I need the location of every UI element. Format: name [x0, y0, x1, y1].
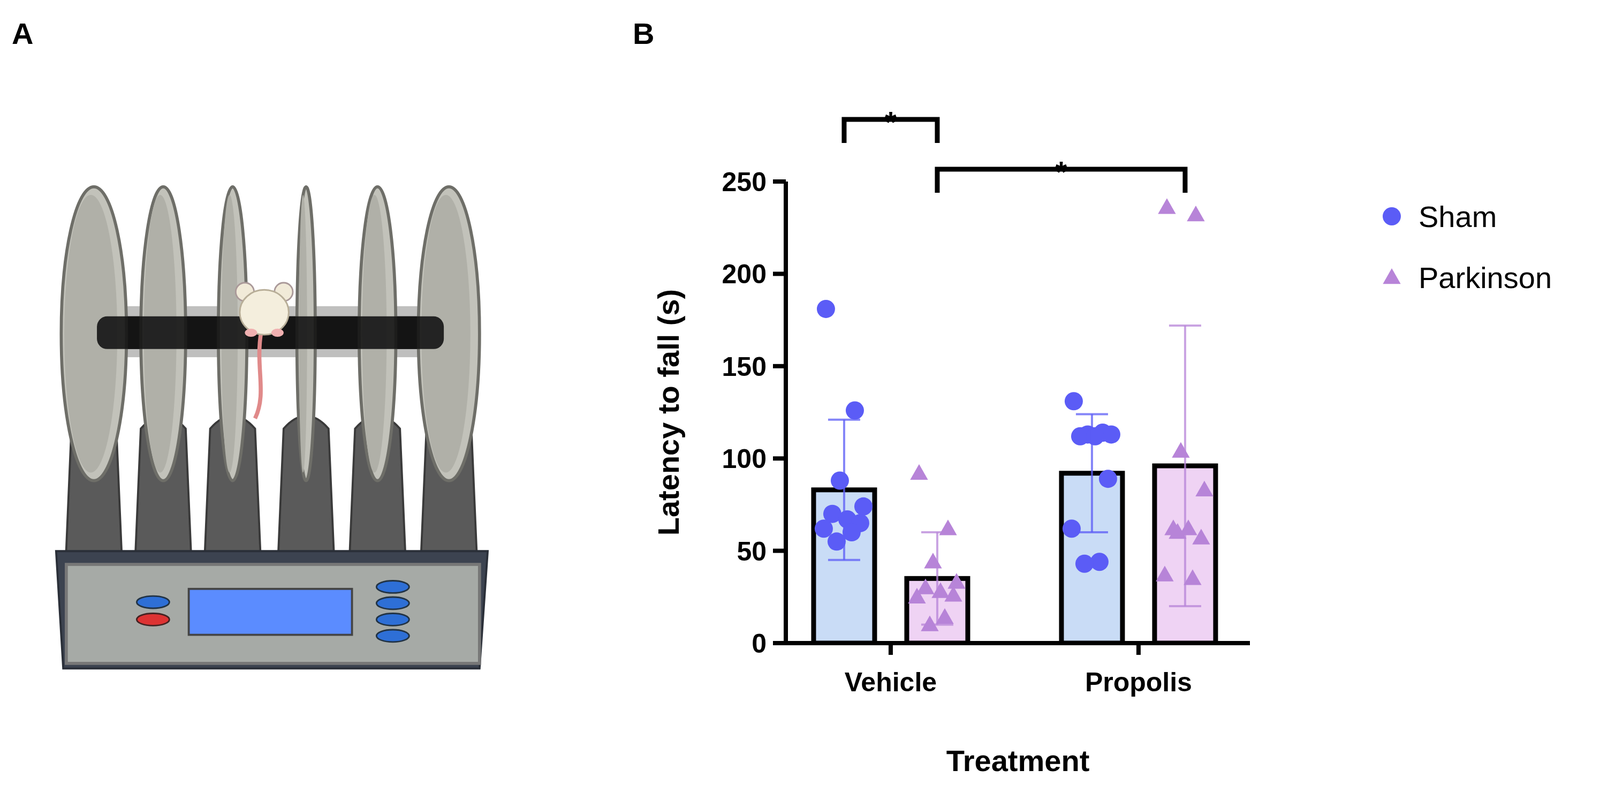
rotarod-illustration	[56, 186, 488, 669]
y-axis-title: Latency to fall (s)	[651, 289, 686, 536]
legend-label: Sham	[1418, 199, 1497, 234]
data-point	[1075, 554, 1094, 573]
data-point	[931, 581, 950, 598]
y-axis	[783, 181, 788, 646]
y-tick	[772, 179, 786, 184]
x-tick	[888, 642, 893, 655]
error-cap	[828, 558, 861, 561]
data-point	[907, 587, 926, 604]
y-tick-label: 200	[722, 259, 767, 290]
y-tick-label: 0	[751, 628, 767, 659]
data-point	[1195, 480, 1213, 497]
x-axis-title: Treatment	[946, 743, 1090, 778]
panel-label: B	[632, 16, 655, 51]
error-cap	[828, 418, 861, 421]
data-point	[1183, 569, 1202, 585]
error-cap	[1169, 604, 1202, 608]
data-point	[1098, 469, 1118, 488]
error-bar	[828, 419, 861, 560]
y-tick-label: 250	[722, 167, 767, 197]
error-cap	[1075, 412, 1109, 415]
y-tick-label: 50	[736, 536, 767, 567]
data-point	[830, 471, 849, 490]
data-point	[816, 299, 836, 318]
error-bar	[1169, 325, 1202, 606]
data-point	[854, 497, 873, 516]
legend-label: Parkinson	[1418, 260, 1552, 295]
data-point	[845, 401, 864, 420]
y-tick-label: 150	[722, 351, 767, 382]
data-point	[827, 532, 846, 551]
significance-label: *	[884, 104, 897, 139]
error-cap	[1169, 324, 1202, 327]
figure: A B 0 50 100 150 200 250 Vehicle Propolis Treatmen…	[0, 0, 1600, 785]
data-point	[1192, 528, 1210, 544]
legend-marker	[1382, 268, 1401, 284]
data-point	[1086, 427, 1105, 446]
error-cap	[1075, 531, 1109, 534]
data-point	[814, 519, 833, 538]
error-bar	[921, 532, 954, 625]
button	[376, 613, 409, 626]
error-cap	[921, 623, 954, 626]
y-tick	[772, 271, 786, 276]
button	[376, 596, 409, 610]
y-tick	[772, 548, 786, 553]
button	[376, 629, 409, 642]
significance-label: *	[1055, 154, 1068, 189]
button	[136, 595, 170, 609]
data-point	[944, 585, 962, 602]
plot-marks	[813, 198, 1216, 643]
mouse-paw	[244, 328, 257, 337]
data-point	[1064, 391, 1083, 411]
x-tick-label: Propolis	[1085, 666, 1193, 697]
legend-marker	[1382, 207, 1401, 226]
y-tick-label: 100	[722, 443, 767, 474]
x-tick-label: Vehicle	[844, 666, 937, 697]
button	[136, 613, 170, 626]
data-point	[923, 552, 942, 568]
error-line	[1090, 413, 1094, 533]
error-bar	[1075, 413, 1109, 533]
y-tick	[772, 456, 786, 461]
mouse-tail	[255, 331, 262, 419]
x-axis	[783, 640, 1250, 646]
screen	[188, 588, 353, 635]
data-point	[1186, 205, 1205, 222]
data-point	[1157, 198, 1176, 214]
mouse-paw	[271, 328, 284, 337]
control-panel	[66, 564, 480, 664]
error-line	[1184, 325, 1187, 606]
data-point	[910, 464, 928, 480]
panel-label: A	[11, 16, 34, 51]
data-point	[1171, 441, 1190, 458]
base	[56, 550, 488, 669]
data-point	[1168, 522, 1187, 539]
x-tick	[1136, 642, 1141, 655]
data-point	[947, 572, 966, 589]
data-point	[1102, 425, 1121, 444]
data-point	[1062, 519, 1081, 538]
mouse-body	[239, 289, 289, 335]
data-point	[1155, 565, 1174, 581]
error-cap	[921, 531, 954, 534]
button	[376, 580, 409, 594]
data-point	[920, 615, 939, 632]
y-tick	[772, 640, 786, 646]
y-tick	[772, 364, 786, 369]
data-point	[935, 608, 954, 624]
error-line	[936, 532, 939, 625]
error-line	[843, 419, 846, 560]
